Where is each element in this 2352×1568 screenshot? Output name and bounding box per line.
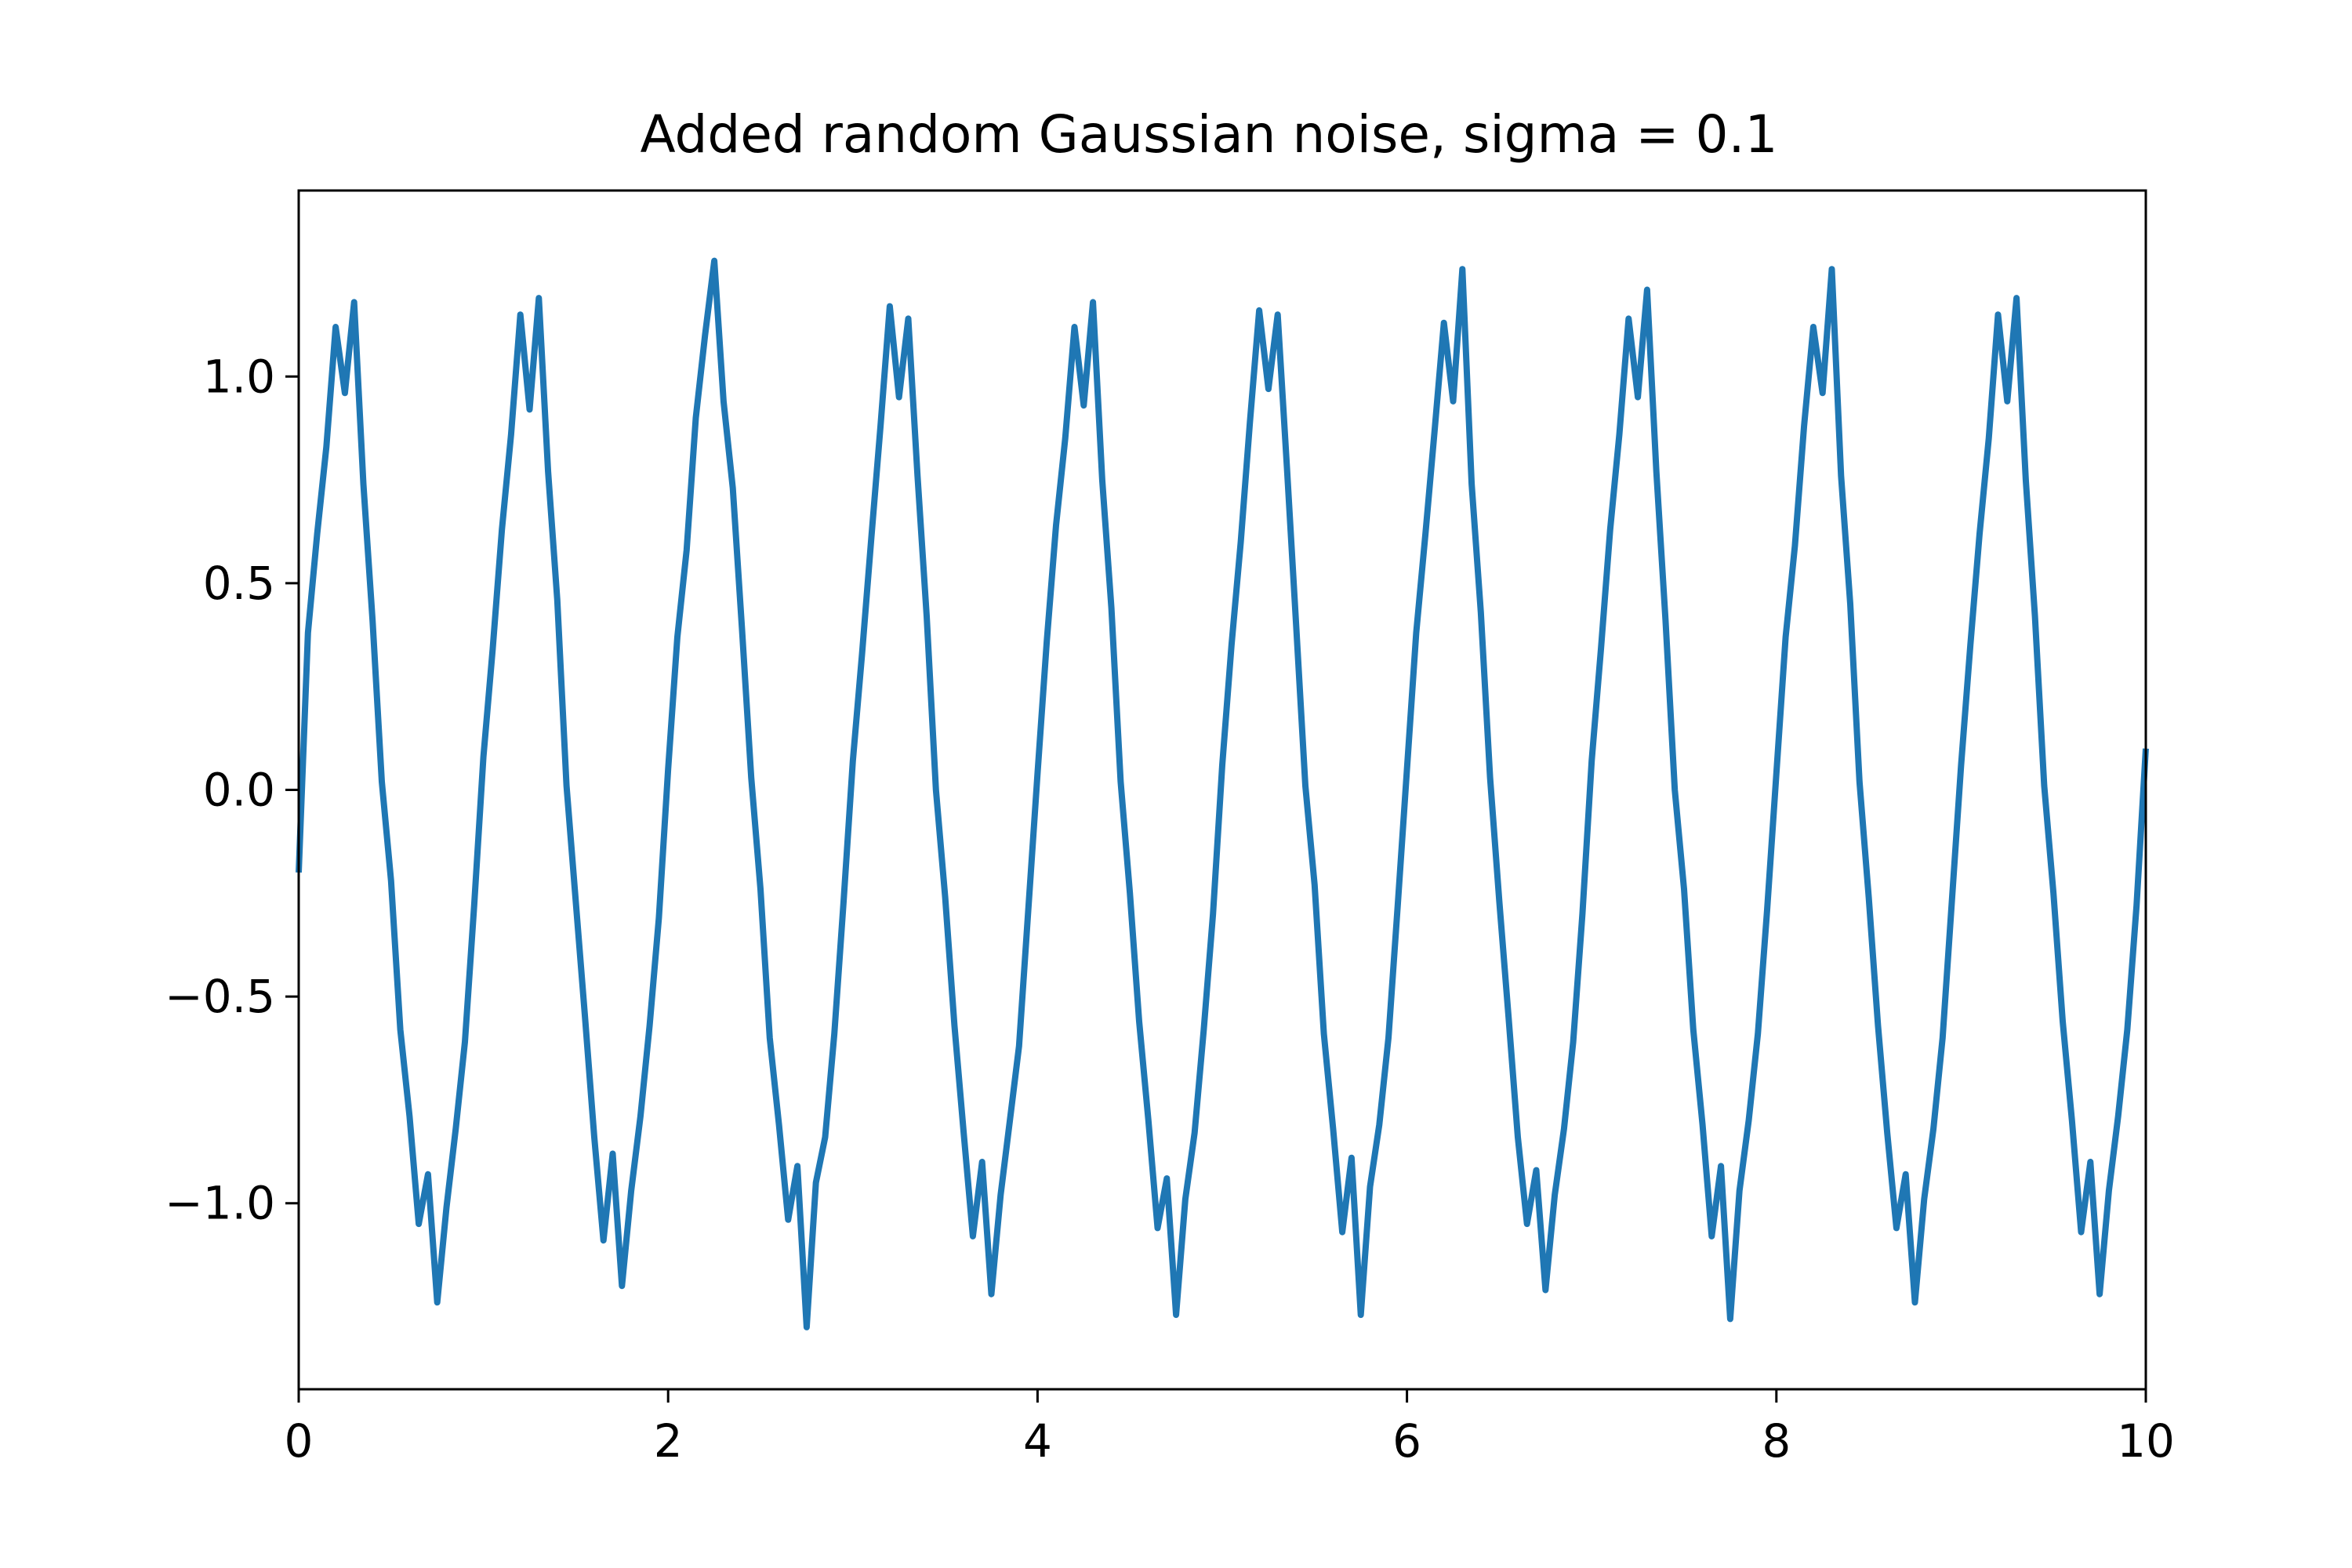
plot-area	[296, 257, 2149, 1330]
x-tick-label: 2	[654, 1414, 683, 1468]
axes-frame	[297, 189, 2147, 1391]
y-tick-label: −0.5	[165, 970, 275, 1023]
x-tick-label: 8	[1762, 1414, 1791, 1468]
y-tick-label: 1.0	[203, 350, 275, 403]
x-tick-label: 10	[2117, 1414, 2175, 1468]
x-tick-label: 6	[1392, 1414, 1421, 1468]
x-tick-label: 4	[1023, 1414, 1052, 1468]
x-tick-label: 0	[285, 1414, 314, 1468]
chart-title: Added random Gaussian noise, sigma = 0.1	[640, 104, 1777, 165]
y-tick-label: 0.5	[203, 557, 275, 610]
y-tick-label: −1.0	[165, 1177, 275, 1230]
series-line-0	[296, 257, 2149, 1330]
axis-ticks: 0 2 4 6 8 10 −1.0 −0.5 0.0 0.5 1.0	[165, 350, 2175, 1468]
y-tick-label: 0.0	[203, 764, 275, 817]
